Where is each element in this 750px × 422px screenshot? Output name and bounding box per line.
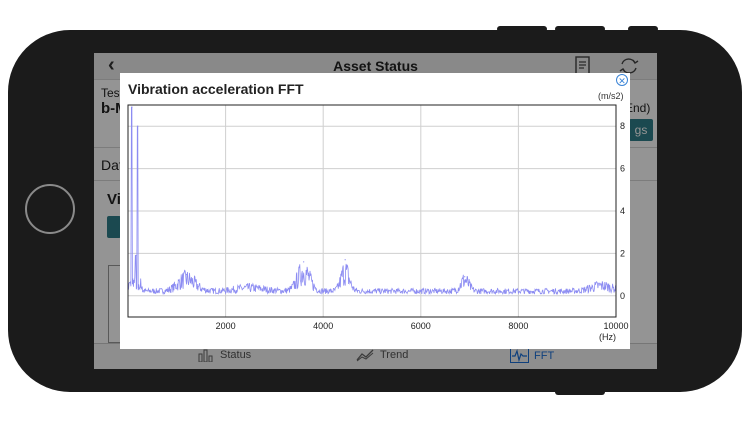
home-button [25, 184, 75, 234]
fft-peak-point [185, 274, 188, 276]
tab-status-label: Status [220, 349, 252, 361]
test-label: Test [101, 86, 124, 100]
fft-series-line [127, 106, 617, 296]
x-tick-label: 2000 [216, 321, 236, 331]
x-axis-unit-label: (Hz) [599, 332, 616, 342]
fft-peak-point [137, 125, 139, 127]
bar-chart-icon [198, 349, 213, 362]
x-tick-label: 6000 [411, 321, 431, 331]
x-tick-label: 8000 [508, 321, 528, 331]
y-tick-label: 4 [620, 206, 625, 216]
tab-fft[interactable]: FFT [510, 348, 554, 363]
fft-peak-point [303, 261, 305, 263]
fft-modal: Vibration acceleration FFT ✕ (m/s2) 2000… [120, 73, 630, 349]
x-tick-label: 10000 [603, 321, 628, 331]
fft-chart: 2000 4000 6000 8000 10000(Hz) 0 2 4 6 8 [127, 104, 629, 342]
date-label: Dat [101, 157, 123, 173]
close-icon[interactable]: ✕ [616, 74, 628, 86]
mute-switch [497, 26, 547, 32]
fft-peak-point [464, 276, 466, 278]
fft-peak-point [344, 259, 346, 261]
plot-area [127, 104, 617, 318]
settings-button[interactable]: gs [629, 119, 653, 141]
refresh-icon[interactable] [618, 55, 640, 77]
y-tick-label: 6 [620, 164, 625, 174]
fft-peak-point [135, 254, 137, 257]
fft-peak-point [131, 106, 133, 108]
x-tick-label: 4000 [313, 321, 333, 331]
power-button [555, 389, 605, 395]
back-chevron-icon[interactable]: ‹ [108, 54, 115, 76]
tab-status[interactable]: Status [198, 348, 251, 362]
modal-title: Vibration acceleration FFT [128, 81, 304, 97]
trend-line-icon [356, 349, 374, 362]
tab-fft-label: FFT [534, 349, 555, 362]
page-title: Asset Status [333, 58, 418, 74]
y-tick-label: 0 [620, 291, 625, 301]
y-tick-label: 8 [620, 121, 625, 131]
section-button[interactable] [107, 216, 121, 238]
vibration-section-label: Vi [107, 191, 121, 208]
y-axis-unit-label: (m/s2) [598, 91, 624, 101]
period-end-label: End) [625, 101, 651, 115]
y-tick-label: 2 [620, 248, 625, 258]
background-chart [108, 265, 129, 343]
volume-down-button [628, 26, 658, 32]
tab-trend[interactable]: Trend [356, 348, 408, 362]
tab-trend-label: Trend [380, 349, 409, 361]
volume-up-button [555, 26, 605, 32]
